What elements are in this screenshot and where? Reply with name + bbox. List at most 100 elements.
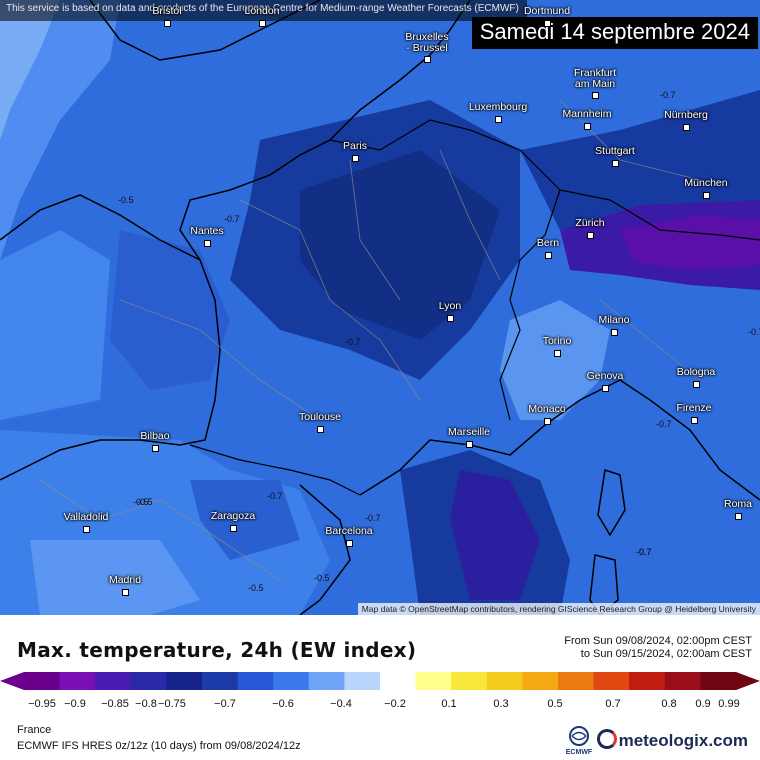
ecmwf-logo: ECMWF [566, 726, 593, 756]
contour-label: -0.7 [365, 513, 381, 523]
contour-label: -0.7 [267, 491, 283, 501]
contour-label: -0.7 [636, 547, 652, 557]
range-from: From Sun 09/08/2024, 02:00pm CEST [564, 635, 752, 647]
city-marker [447, 315, 454, 322]
contour-label: -0.5 [137, 497, 153, 507]
city-label: Luxembourg [468, 101, 528, 113]
city-label: Zaragoza [210, 510, 256, 522]
ecmwf-notice: This service is based on data and produc… [0, 0, 527, 21]
scale-swatch [308, 672, 345, 690]
forecast-range: From Sun 09/08/2024, 02:00pm CEST to Sun… [564, 635, 752, 661]
scale-swatch [24, 672, 61, 690]
city-label: Monaco [528, 403, 566, 415]
contour-label: -0.7 [224, 214, 240, 224]
city-marker [346, 540, 353, 547]
city-label: Paris [343, 140, 367, 152]
scale-tick-label: −0.7 [214, 698, 236, 710]
scale-swatch [486, 672, 523, 690]
scale-swatch [59, 672, 96, 690]
city-marker [204, 240, 211, 247]
contour-label: -0.5 [118, 195, 134, 205]
scale-swatch [593, 672, 630, 690]
city-marker [735, 513, 742, 520]
city-marker [230, 525, 237, 532]
contour-label: -0.5 [314, 573, 330, 583]
scale-swatch [451, 672, 488, 690]
map-field [0, 0, 760, 615]
scale-tick-label: −0.6 [272, 698, 294, 710]
scale-swatch [344, 672, 381, 690]
contour-label: -0.5 [248, 583, 264, 593]
meteologix-logo[interactable]: meteologix.com [596, 729, 748, 751]
city-marker [495, 116, 502, 123]
forecast-date: Samedi 14 septembre 2024 [471, 17, 758, 49]
scale-tick-label: −0.95 [28, 698, 56, 710]
scale-tick-label: 0.1 [441, 698, 457, 710]
scale-tick-label: −0.75 [158, 698, 186, 710]
scale-tick-label: −0.9 [64, 698, 86, 710]
scale-tick-label: 0.99 [718, 698, 740, 710]
city-marker [317, 426, 324, 433]
city-label: Lyon [438, 300, 462, 312]
ecmwf-logo-text: ECMWF [566, 749, 593, 756]
city-label: London [244, 5, 280, 17]
city-marker [612, 160, 619, 167]
contour-label: -0.5 [133, 497, 149, 507]
range-to: to Sun 09/15/2024, 02:00am CEST [580, 648, 752, 660]
city-marker [164, 20, 171, 27]
scale-swatch [380, 672, 417, 690]
city-marker [424, 56, 431, 63]
scale-tick-label: 0.9 [695, 698, 711, 710]
scale-swatch [629, 672, 666, 690]
city-marker [587, 232, 594, 239]
city-marker [352, 155, 359, 162]
city-label: Toulouse [298, 411, 342, 423]
legend-title: Max. temperature, 24h (EW index) [17, 638, 417, 662]
color-scale [0, 672, 760, 690]
contour-label: -0.7 [345, 337, 361, 347]
meteologix-mark-icon [596, 729, 617, 749]
scale-tick-label: 0.8 [661, 698, 677, 710]
scale-swatch [558, 672, 595, 690]
scale-swatch [273, 672, 310, 690]
city-marker [554, 350, 561, 357]
city-label: Roma [723, 498, 753, 510]
city-marker [152, 445, 159, 452]
scale-swatch [202, 672, 239, 690]
scale-tick-label: 0.7 [605, 698, 621, 710]
city-marker [584, 123, 591, 130]
city-marker [691, 417, 698, 424]
city-label: Genova [586, 370, 624, 382]
city-marker [544, 20, 551, 27]
scale-swatch [700, 672, 737, 690]
contour-label: -0.7 [748, 327, 760, 337]
city-marker [466, 441, 473, 448]
city-label: Frankfurt am Main [573, 67, 617, 91]
region-label: France [17, 724, 52, 736]
scale-tick-label: −0.2 [384, 698, 406, 710]
city-label: Valladolid [63, 511, 109, 523]
city-marker [592, 92, 599, 99]
forecast-map[interactable]: This service is based on data and produc… [0, 0, 760, 615]
city-label: Dortmund [523, 5, 571, 17]
contour-label: -0.7 [636, 547, 652, 557]
scale-swatch [95, 672, 132, 690]
city-marker [122, 589, 129, 596]
contour-label: -0.7 [660, 90, 676, 100]
city-label: Nürnberg [664, 109, 708, 121]
city-label: Zürich [575, 217, 605, 229]
city-label: Bruxelles - Brussel [405, 31, 449, 55]
city-marker [703, 192, 710, 199]
city-label: Mannheim [562, 108, 612, 120]
city-marker [544, 418, 551, 425]
scale-arrow-high [736, 672, 760, 690]
city-label: Bologna [676, 366, 716, 378]
city-marker [545, 252, 552, 259]
scale-tick-label: −0.4 [330, 698, 352, 710]
city-label: Bristol [152, 5, 182, 17]
scale-tick-label: −0.8 [135, 698, 157, 710]
city-marker [683, 124, 690, 131]
city-marker [83, 526, 90, 533]
scale-swatch [130, 672, 167, 690]
city-marker [693, 381, 700, 388]
